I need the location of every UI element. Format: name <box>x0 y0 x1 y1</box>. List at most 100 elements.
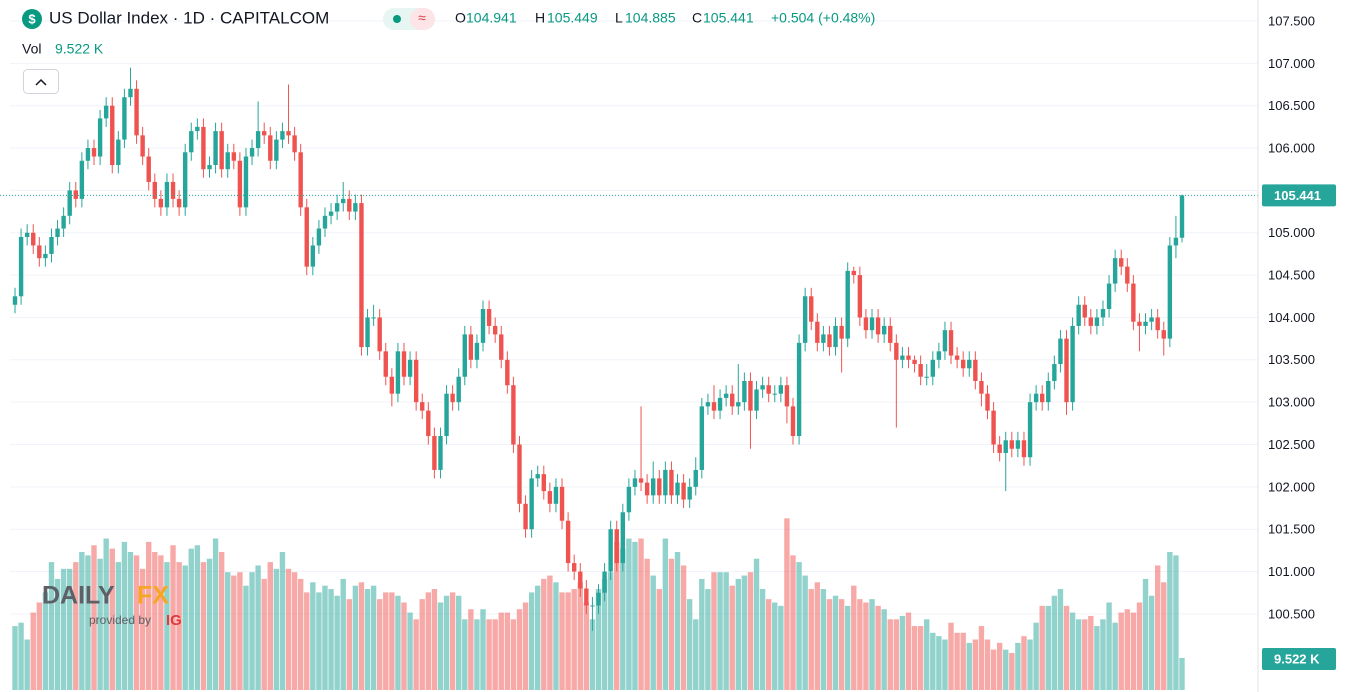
candle-body <box>809 296 814 322</box>
candle-body <box>1003 440 1008 453</box>
candle-body <box>960 359 966 369</box>
volume-bar <box>67 568 73 690</box>
candle-body <box>821 334 826 343</box>
candle-body <box>699 406 705 470</box>
candle-body <box>815 321 820 343</box>
volume-bar <box>492 619 498 690</box>
candle-body <box>523 503 528 530</box>
candle-body <box>79 160 85 199</box>
volume-bar <box>1148 595 1155 690</box>
candle-body <box>632 478 638 487</box>
collapse-button[interactable] <box>23 69 59 94</box>
candle-body <box>97 118 103 157</box>
volume-bar <box>334 595 340 690</box>
volume-bar <box>650 575 656 690</box>
volume-bar <box>1173 555 1179 690</box>
candle-body <box>207 164 212 170</box>
candle-body <box>669 469 674 496</box>
candle-body <box>1046 380 1051 403</box>
candle-body <box>128 88 133 98</box>
candle-body <box>353 203 358 212</box>
candle-body <box>851 270 856 276</box>
candle-body <box>1137 321 1142 326</box>
candle-body <box>158 198 164 208</box>
candle-body <box>24 232 30 237</box>
volume-bar <box>796 562 802 690</box>
candle-body <box>620 512 626 564</box>
volume-bar <box>91 545 97 690</box>
candle-body <box>462 334 467 377</box>
volume-bar <box>1027 639 1033 690</box>
volume-bar <box>383 592 389 690</box>
volume-bar <box>1015 642 1021 690</box>
volume-bar <box>273 568 280 690</box>
volume-bar <box>911 626 918 690</box>
volume-bar <box>1136 602 1143 690</box>
candle-body <box>219 131 224 170</box>
candle-body <box>67 190 72 216</box>
volume-bar <box>662 538 669 690</box>
volume-bar <box>456 595 462 690</box>
volume-bar <box>1057 589 1064 690</box>
volume-bar <box>978 626 985 690</box>
candle-body <box>511 385 516 445</box>
volume-bar <box>322 585 328 690</box>
candle-body <box>395 351 401 394</box>
candle-body <box>517 444 522 504</box>
volume-bar <box>316 592 322 690</box>
volume-bar <box>699 578 705 690</box>
candle-body <box>61 215 66 229</box>
volume-value: 9.522 K <box>55 41 104 57</box>
volume-bar <box>996 642 1003 690</box>
candle-body <box>693 469 698 487</box>
candle-body <box>894 342 899 360</box>
volume-bar <box>729 585 735 690</box>
candle-body <box>839 325 844 339</box>
candle-body <box>328 211 334 216</box>
ohlc-letter: O <box>455 10 466 26</box>
candle-body <box>772 393 777 395</box>
indicator-dot <box>393 15 401 23</box>
volume-bar <box>583 602 590 690</box>
volume-bar <box>984 639 991 690</box>
volume-bar <box>863 602 869 690</box>
candle-body <box>1015 440 1021 449</box>
candle-body <box>559 486 565 521</box>
volume-bar <box>340 578 346 690</box>
candle-body <box>377 317 382 352</box>
volume-bar <box>541 578 547 690</box>
volume-bar <box>218 552 225 690</box>
indicator-toggle-2[interactable] <box>410 8 435 30</box>
volume-bar <box>638 538 644 690</box>
candle-body <box>1027 402 1033 458</box>
y-tick-label: 104.000 <box>1268 310 1315 325</box>
volume-bar <box>1161 582 1167 690</box>
candle-body <box>614 529 619 564</box>
volume-bar <box>838 599 845 690</box>
candle-body <box>49 236 54 254</box>
candle-body <box>638 478 644 483</box>
volume-bar <box>115 562 122 690</box>
volume-bar <box>942 639 948 690</box>
candle-body <box>249 148 255 157</box>
candle-body <box>918 364 923 377</box>
last-price-label: 105.441 <box>1274 188 1321 203</box>
candle-body <box>505 359 510 386</box>
volume-bar <box>146 541 152 690</box>
volume-layer <box>12 518 1185 690</box>
volume-bar <box>352 585 359 690</box>
candle-body <box>1119 258 1124 267</box>
volume-bar <box>741 575 748 690</box>
candle-layer <box>0 67 1258 631</box>
ohlc-value: 105.441 <box>703 10 754 26</box>
candle-body <box>1100 308 1106 318</box>
volume-bar <box>243 585 249 690</box>
volume-bar <box>808 589 814 690</box>
volume-bar <box>1003 649 1009 690</box>
volume-bar <box>176 562 182 690</box>
volume-bar <box>857 599 863 690</box>
candle-body <box>651 478 656 496</box>
volume-bar <box>802 575 808 690</box>
candle-body <box>1064 338 1069 403</box>
